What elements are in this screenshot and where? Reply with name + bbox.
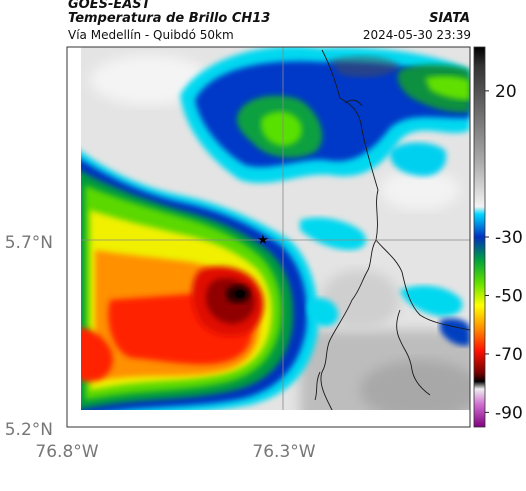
scattered-cloud-cells — [300, 142, 470, 346]
region-subtitle: Vía Medellín - Quibdó 50km — [68, 28, 234, 42]
colorbar: 20 -30 -50 -70 -90 — [473, 46, 523, 428]
brightness-temperature-field — [67, 47, 470, 427]
northeast-cloud-system — [180, 47, 470, 184]
satellite-title: GOES-EAST — [68, 0, 151, 12]
colorbar-ticks: 20 -30 -50 -70 -90 — [485, 82, 523, 423]
product-title: Temperatura de Brillo CH13 — [68, 11, 271, 26]
colorbar-tick-label: 20 — [495, 82, 517, 102]
colorbar-tick-label: -30 — [495, 228, 523, 248]
lon-label-76-8: 76.8°W — [35, 442, 98, 462]
header: GOES-EAST Temperatura de Brillo CH13 Vía… — [0, 0, 526, 46]
datetime-label: 2024-05-30 23:39 — [362, 28, 471, 42]
source-label: SIATA — [429, 11, 470, 26]
colorbar-tick-label: -90 — [495, 403, 523, 423]
star-icon: ★ — [257, 233, 269, 248]
colorbar-tick-label: -70 — [495, 345, 523, 365]
graticule — [67, 47, 470, 427]
lat-label-5-2: 5.2°N — [5, 420, 53, 440]
colorbar-tick-label: -50 — [495, 286, 523, 306]
main-convective-storm — [67, 140, 319, 427]
colorbar-gradient — [473, 46, 486, 428]
lat-label-5-7: 5.7°N — [5, 233, 53, 253]
lon-label-76-3: 76.3°W — [252, 442, 315, 462]
map-frame — [66, 46, 471, 428]
